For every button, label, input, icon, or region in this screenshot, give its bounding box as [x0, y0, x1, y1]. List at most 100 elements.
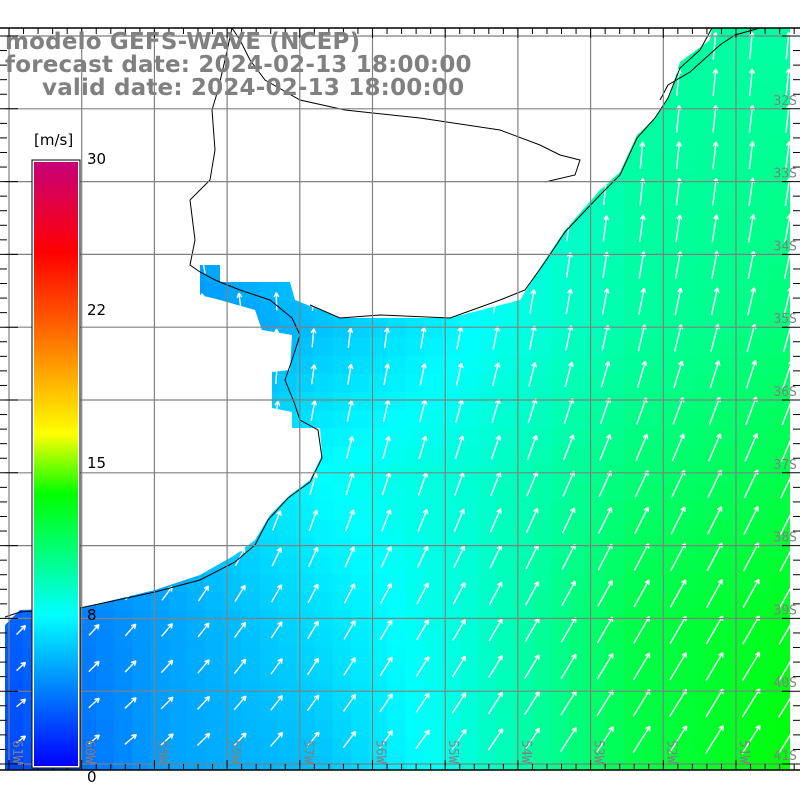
speed-cell — [296, 155, 315, 175]
speed-cell — [587, 446, 607, 466]
arrow-head — [316, 510, 319, 516]
speed-cell — [77, 665, 97, 684]
arrow-head — [386, 582, 392, 587]
speed-cell — [587, 665, 607, 684]
wind-arrow — [456, 180, 463, 204]
arrow-shaft — [236, 474, 244, 494]
speed-cell — [496, 137, 516, 156]
speed-cell — [660, 392, 679, 411]
wind-arrow — [233, 732, 247, 747]
arrow-shaft — [747, 214, 755, 243]
arrow-head — [354, 731, 357, 737]
speed-cell — [532, 410, 552, 429]
speed-cell — [187, 646, 206, 666]
speed-cell — [751, 464, 770, 484]
speed-cell — [168, 301, 188, 320]
arrow-shaft — [270, 695, 283, 711]
speed-cell — [296, 464, 315, 484]
speed-cell — [114, 701, 133, 721]
arrow-shaft — [160, 659, 174, 674]
speed-cell — [478, 246, 497, 266]
wind-arrow — [90, 366, 97, 383]
speed-cell — [369, 210, 388, 229]
wind-arrow — [236, 145, 243, 166]
speed-cell — [660, 719, 679, 739]
arrow-head — [128, 146, 133, 151]
speed-cell — [77, 119, 97, 138]
wind-arrow — [17, 293, 24, 309]
speed-cell — [332, 610, 352, 630]
speed-cell — [696, 28, 716, 47]
arrow-head — [97, 550, 100, 556]
speed-cell — [460, 373, 479, 393]
speed-cell — [41, 100, 61, 120]
wind-arrow — [16, 476, 26, 492]
arrow-shaft — [125, 512, 136, 529]
wind-arrow — [88, 623, 100, 636]
speed-cell — [696, 628, 716, 648]
speed-cell — [642, 246, 661, 266]
speed-cell — [478, 756, 497, 770]
arrow-head — [128, 219, 133, 225]
arrow-shaft — [238, 219, 242, 238]
speed-cell — [132, 665, 152, 684]
speed-cell — [642, 501, 661, 520]
speed-cell — [678, 82, 698, 102]
speed-cell — [423, 210, 443, 229]
speed-cell — [132, 501, 152, 520]
arrow-shaft — [417, 509, 428, 532]
wind-arrow — [380, 582, 393, 604]
speed-cell — [441, 392, 461, 411]
speed-cell — [532, 155, 552, 175]
speed-cell — [168, 210, 188, 229]
speed-cell — [787, 446, 790, 466]
arrow-head — [462, 435, 465, 441]
speed-cell — [350, 319, 370, 338]
speed-cell — [168, 701, 188, 721]
speed-cell — [714, 82, 734, 102]
wind-arrow — [346, 217, 353, 239]
speed-cell — [787, 665, 790, 684]
speed-cell — [696, 392, 716, 411]
speed-cell — [751, 683, 770, 702]
arrow-head — [93, 549, 99, 554]
wind-arrow — [528, 361, 538, 387]
arrow-shaft — [708, 397, 721, 425]
speed-cell — [387, 428, 406, 448]
speed-cell — [605, 301, 625, 320]
arrow-head — [608, 653, 614, 657]
speed-cell — [423, 137, 443, 156]
speed-cell — [314, 519, 334, 539]
speed-cell — [314, 555, 334, 575]
speed-cell — [569, 555, 588, 575]
arrow-shaft — [741, 725, 761, 754]
speed-cell — [150, 574, 170, 593]
arrow-head — [92, 438, 97, 444]
arrow-head — [133, 586, 137, 593]
wind-arrow — [271, 547, 282, 567]
speed-cell — [623, 483, 643, 502]
wind-arrow — [379, 619, 393, 641]
speed-cell — [532, 28, 552, 47]
arrow-shaft — [525, 508, 539, 533]
wind-arrow — [566, 179, 573, 205]
speed-cell — [478, 501, 497, 520]
arrow-head — [310, 218, 314, 224]
speed-cell — [223, 355, 243, 375]
wind-arrow — [198, 548, 209, 566]
wind-arrow — [379, 693, 393, 713]
wind-arrow — [670, 506, 686, 535]
arrow-shaft — [383, 363, 389, 386]
speed-cell — [787, 137, 790, 156]
speed-cell — [551, 246, 570, 266]
arrow-shaft — [88, 660, 100, 673]
arrow-head — [534, 654, 540, 659]
arrow-shaft — [416, 582, 429, 605]
speed-cell — [496, 701, 516, 721]
speed-cell — [387, 137, 406, 156]
arrow-head — [203, 511, 208, 516]
speed-cell — [478, 264, 497, 284]
wind-arrow — [124, 733, 137, 746]
speed-cell — [387, 665, 406, 684]
speed-cell — [733, 173, 752, 193]
